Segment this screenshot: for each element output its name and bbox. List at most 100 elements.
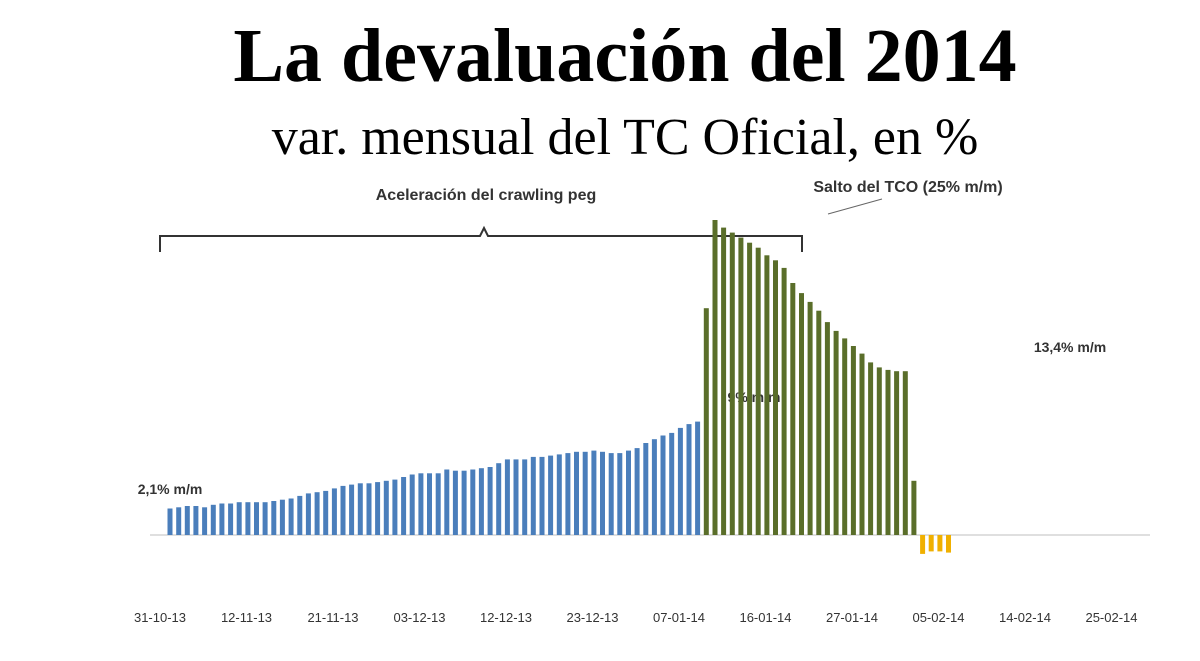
x-tick-label: 31-10-13 bbox=[134, 610, 186, 625]
bar-blue bbox=[556, 454, 562, 535]
bar-green bbox=[911, 480, 917, 535]
bar-blue bbox=[608, 453, 614, 535]
bar-green bbox=[894, 371, 900, 535]
bar-blue bbox=[478, 468, 484, 535]
bar-blue bbox=[305, 493, 311, 535]
x-tick-label: 14-02-14 bbox=[999, 610, 1051, 625]
bar-green bbox=[850, 346, 856, 535]
bar-blue bbox=[600, 451, 605, 535]
bar-blue bbox=[219, 503, 225, 535]
crawling-peg-annotation: Aceleración del crawling peg bbox=[376, 187, 597, 204]
bar-blue bbox=[461, 470, 467, 535]
chart-title: La devaluación del 2014 bbox=[233, 14, 1017, 98]
bar-blue bbox=[323, 490, 329, 535]
bars-group bbox=[167, 220, 951, 554]
bar-green bbox=[738, 237, 744, 535]
bar-blue bbox=[236, 502, 242, 535]
bar-blue bbox=[271, 501, 277, 535]
x-tick-label: 25-02-14 bbox=[1085, 610, 1137, 625]
bar-yellow bbox=[946, 535, 951, 553]
bar-blue bbox=[669, 432, 675, 535]
bar-blue bbox=[686, 424, 692, 535]
bar-yellow bbox=[928, 535, 934, 552]
bar-blue bbox=[530, 456, 536, 535]
x-axis-ticks: 31-10-13 12-11-13 21-11-13 03-12-13 12-12-13… bbox=[134, 610, 1138, 625]
bar-green bbox=[842, 338, 848, 535]
bar-green bbox=[807, 301, 813, 535]
bar-blue bbox=[660, 435, 666, 535]
bar-green bbox=[833, 330, 839, 535]
bar-blue bbox=[409, 474, 415, 535]
bar-blue bbox=[695, 421, 701, 535]
bar-blue bbox=[677, 427, 683, 535]
bar-blue bbox=[418, 473, 424, 535]
bar-blue bbox=[626, 450, 631, 535]
bar-blue bbox=[184, 506, 190, 535]
bar-blue bbox=[254, 502, 259, 535]
bar-blue bbox=[470, 469, 476, 535]
x-tick-label: 16-01-14 bbox=[739, 610, 791, 625]
bar-blue bbox=[452, 470, 458, 535]
bar-green bbox=[902, 371, 908, 535]
bar-blue bbox=[591, 450, 597, 535]
bar-blue bbox=[496, 463, 502, 535]
bar-blue bbox=[262, 502, 268, 535]
bar-blue bbox=[383, 480, 389, 535]
bar-blue bbox=[487, 467, 493, 535]
bar-blue bbox=[565, 453, 571, 535]
bar-green bbox=[773, 260, 778, 535]
bar-yellow bbox=[920, 535, 926, 554]
blue-peak-annotation: 9% m/m bbox=[728, 389, 781, 405]
bar-blue bbox=[513, 459, 519, 535]
bar-blue bbox=[504, 459, 510, 535]
bar-green bbox=[703, 308, 709, 535]
bar-blue bbox=[210, 504, 216, 535]
bar-blue bbox=[617, 453, 623, 535]
bar-green bbox=[764, 255, 770, 536]
x-tick-label: 23-12-13 bbox=[566, 610, 618, 625]
bar-blue bbox=[427, 473, 432, 535]
bar-blue bbox=[349, 484, 355, 535]
bar-green bbox=[859, 353, 865, 535]
bar-blue bbox=[340, 485, 346, 535]
tco-jump-annotation: Salto del TCO (25% m/m) bbox=[813, 179, 1002, 196]
bar-green bbox=[729, 232, 735, 535]
x-tick-label: 21-11-13 bbox=[307, 610, 358, 625]
bar-green bbox=[816, 310, 822, 535]
x-tick-label: 07-01-14 bbox=[653, 610, 705, 625]
bar-blue bbox=[357, 483, 363, 535]
tco-jump-leader-line bbox=[827, 198, 883, 215]
bar-green bbox=[747, 242, 753, 535]
bar-blue bbox=[634, 448, 640, 535]
bar-green bbox=[755, 247, 761, 535]
bar-blue bbox=[228, 503, 234, 535]
bar-blue bbox=[297, 495, 303, 535]
bar-blue bbox=[314, 492, 320, 535]
bar-green bbox=[721, 227, 727, 535]
bar-blue bbox=[582, 451, 588, 535]
bar-blue bbox=[643, 443, 649, 535]
x-tick-label: 05-02-14 bbox=[912, 610, 964, 625]
bar-blue bbox=[375, 482, 381, 535]
bar-blue bbox=[574, 451, 579, 535]
crawling-peg-brace bbox=[159, 225, 803, 252]
bar-green bbox=[790, 283, 796, 535]
bar-green bbox=[885, 369, 891, 535]
bar-blue bbox=[392, 479, 398, 535]
start-value-annotation: 2,1% m/m bbox=[138, 481, 203, 497]
bar-blue bbox=[522, 459, 528, 535]
bar-blue bbox=[279, 499, 285, 535]
x-tick-label: 12-11-13 bbox=[221, 610, 272, 625]
x-tick-label: 27-01-14 bbox=[826, 610, 878, 625]
bar-blue bbox=[202, 507, 208, 535]
bar-blue bbox=[288, 498, 294, 535]
bar-green bbox=[824, 322, 830, 535]
bar-green bbox=[868, 362, 874, 535]
bar-blue bbox=[167, 508, 173, 535]
bar-blue bbox=[651, 439, 657, 535]
bar-blue bbox=[245, 502, 251, 535]
x-tick-label: 12-12-13 bbox=[480, 610, 532, 625]
bar-yellow bbox=[937, 535, 943, 552]
bar-blue bbox=[435, 473, 441, 535]
